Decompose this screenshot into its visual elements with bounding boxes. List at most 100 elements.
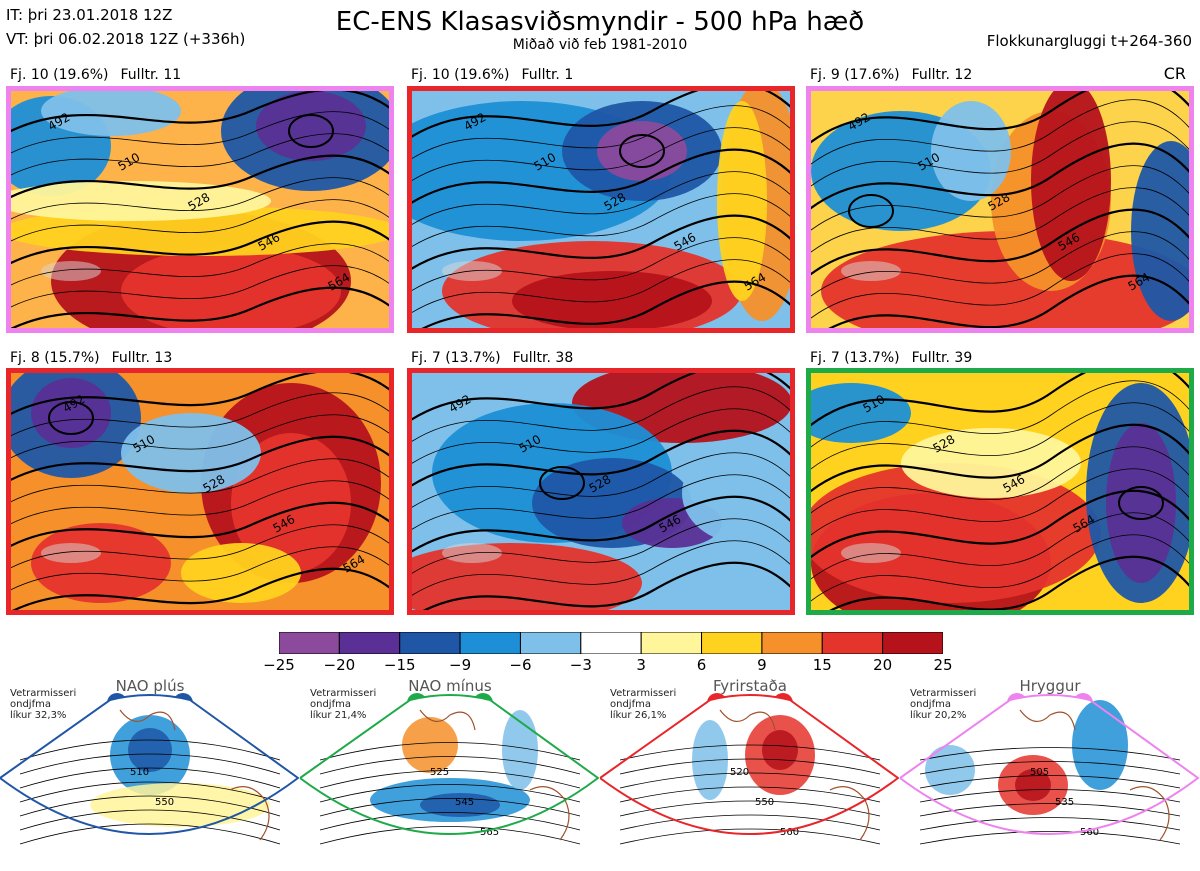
height-contour	[412, 452, 790, 508]
panel-3-label: Fj. 9 (17.6%) Fulltr. 12	[810, 67, 984, 83]
height-contour	[412, 495, 790, 553]
regime-note-line: ondjfma	[10, 699, 51, 710]
regime-anomaly	[925, 745, 975, 795]
anomaly-area	[11, 181, 271, 221]
colorbar-swatch	[399, 632, 461, 654]
regime-anomaly	[128, 728, 172, 772]
height-contour	[811, 99, 1189, 165]
regime-contour-label: 505	[1030, 767, 1049, 778]
regime-note-line: líkur 20,2%	[910, 710, 967, 721]
colorbar-swatch	[882, 632, 943, 654]
height-contour	[811, 142, 1189, 210]
regime-note: Vetrarmisseri ondjfma líkur 20,2%	[910, 688, 976, 721]
height-contour	[412, 91, 790, 138]
height-contour	[811, 512, 1189, 580]
regime-map: 525 545 565	[300, 694, 600, 845]
anomaly-area	[41, 91, 181, 136]
height-contour	[412, 474, 790, 530]
anomaly-colorbar	[279, 632, 943, 654]
colorbar-swatch	[459, 632, 521, 654]
anomaly-area	[597, 121, 687, 181]
anomaly-area	[682, 443, 790, 543]
colorbar-swatch	[821, 632, 884, 654]
anomaly-area	[31, 523, 171, 603]
height-contour	[412, 259, 790, 314]
regime-contour-label: 565	[480, 827, 499, 838]
colorbar-tick-label: 3	[636, 656, 646, 674]
height-contour	[11, 243, 389, 286]
height-contour	[811, 468, 1189, 536]
panel-1-count: Fj. 10 (19.6%)	[10, 67, 109, 83]
anomaly-area	[1106, 423, 1176, 583]
anomaly-area	[811, 463, 1101, 603]
colorbar-swatch	[640, 632, 703, 654]
anomaly-area	[121, 413, 261, 493]
regime-anomaly	[762, 730, 798, 770]
height-contour	[811, 165, 1189, 231]
height-contour	[11, 286, 389, 328]
regime-note-line: Vetrarmisseri	[610, 688, 677, 699]
page-subtitle: Miðað við feb 1981-2010	[512, 37, 688, 53]
regime-contour-label: 550	[155, 797, 174, 808]
panel-5-rep: Fulltr. 38	[512, 350, 574, 366]
regime-contour-label: 520	[730, 767, 749, 778]
height-contour	[412, 518, 790, 574]
panel-2-count: Fj. 10 (19.6%)	[411, 67, 510, 83]
colorbar-tick-label: 6	[696, 656, 707, 674]
height-contour	[11, 220, 389, 265]
regime-anomaly	[1015, 769, 1051, 801]
height-contour	[412, 540, 790, 596]
height-contour	[828, 274, 1189, 328]
height-contour	[11, 265, 389, 308]
regime-note-line: ondjfma	[610, 699, 651, 710]
panel-2-rep: Fulltr. 1	[521, 67, 574, 83]
colorbar-swatch	[519, 632, 582, 654]
regime-code: CR	[1163, 64, 1186, 83]
height-contour	[412, 105, 790, 160]
height-contour	[811, 402, 1189, 470]
panel-3-count: Fj. 9 (17.6%)	[810, 67, 900, 83]
regime-title: Hryggur	[1019, 677, 1081, 695]
colorbar-swatch	[279, 632, 340, 654]
map-panel-2: 492 510 528 546 564	[407, 86, 795, 333]
height-contour	[412, 127, 790, 182]
height-contour	[11, 199, 389, 242]
regime-anomaly	[1072, 700, 1128, 790]
regime-contour-label: 535	[1055, 797, 1074, 808]
anomaly-area	[31, 378, 111, 448]
height-contour	[412, 429, 790, 487]
height-contour	[811, 121, 1189, 187]
panel-1-rep: Fulltr. 11	[120, 67, 182, 83]
regime-note-line: líkur 26,1%	[610, 710, 667, 721]
height-contour	[11, 373, 389, 416]
colorbar-tick-label: 25	[933, 656, 953, 674]
colorbar-tick-label: 9	[757, 656, 767, 674]
map-panel-4: 492 510 528 546 564	[6, 368, 394, 615]
colorbar-tick-label: −6	[509, 656, 532, 674]
regime-contour-label: 550	[755, 797, 774, 808]
colorbar-swatch	[580, 632, 642, 654]
panel-5-label: Fj. 7 (13.7%) Fulltr. 38	[411, 350, 585, 366]
regime-anomaly	[402, 717, 458, 773]
anomaly-area	[811, 383, 911, 443]
regime-note-line: líkur 32,3%	[10, 710, 67, 721]
panel-3-rep: Fulltr. 12	[911, 67, 973, 83]
regime-title: NAO plús	[115, 677, 185, 695]
regime-note: Vetrarmisseri ondjfma líkur 21,4%	[310, 688, 376, 721]
anomaly-area	[512, 271, 712, 328]
height-contour	[811, 446, 1189, 514]
height-contour	[811, 489, 1189, 559]
height-contour	[11, 414, 389, 459]
anomaly-area	[901, 428, 1081, 498]
regime-contour-label: 560	[780, 827, 799, 838]
regime-note: Vetrarmisseri ondjfma líkur 26,1%	[610, 688, 676, 721]
regime-note-line: ondjfma	[910, 699, 951, 710]
regime-note-line: líkur 21,4%	[310, 710, 367, 721]
regime-contour-label: 560	[1080, 827, 1099, 838]
height-contour	[11, 524, 389, 569]
anomaly-area	[231, 433, 351, 573]
regime-note-line: Vetrarmisseri	[910, 688, 977, 699]
height-contour	[829, 555, 1189, 610]
